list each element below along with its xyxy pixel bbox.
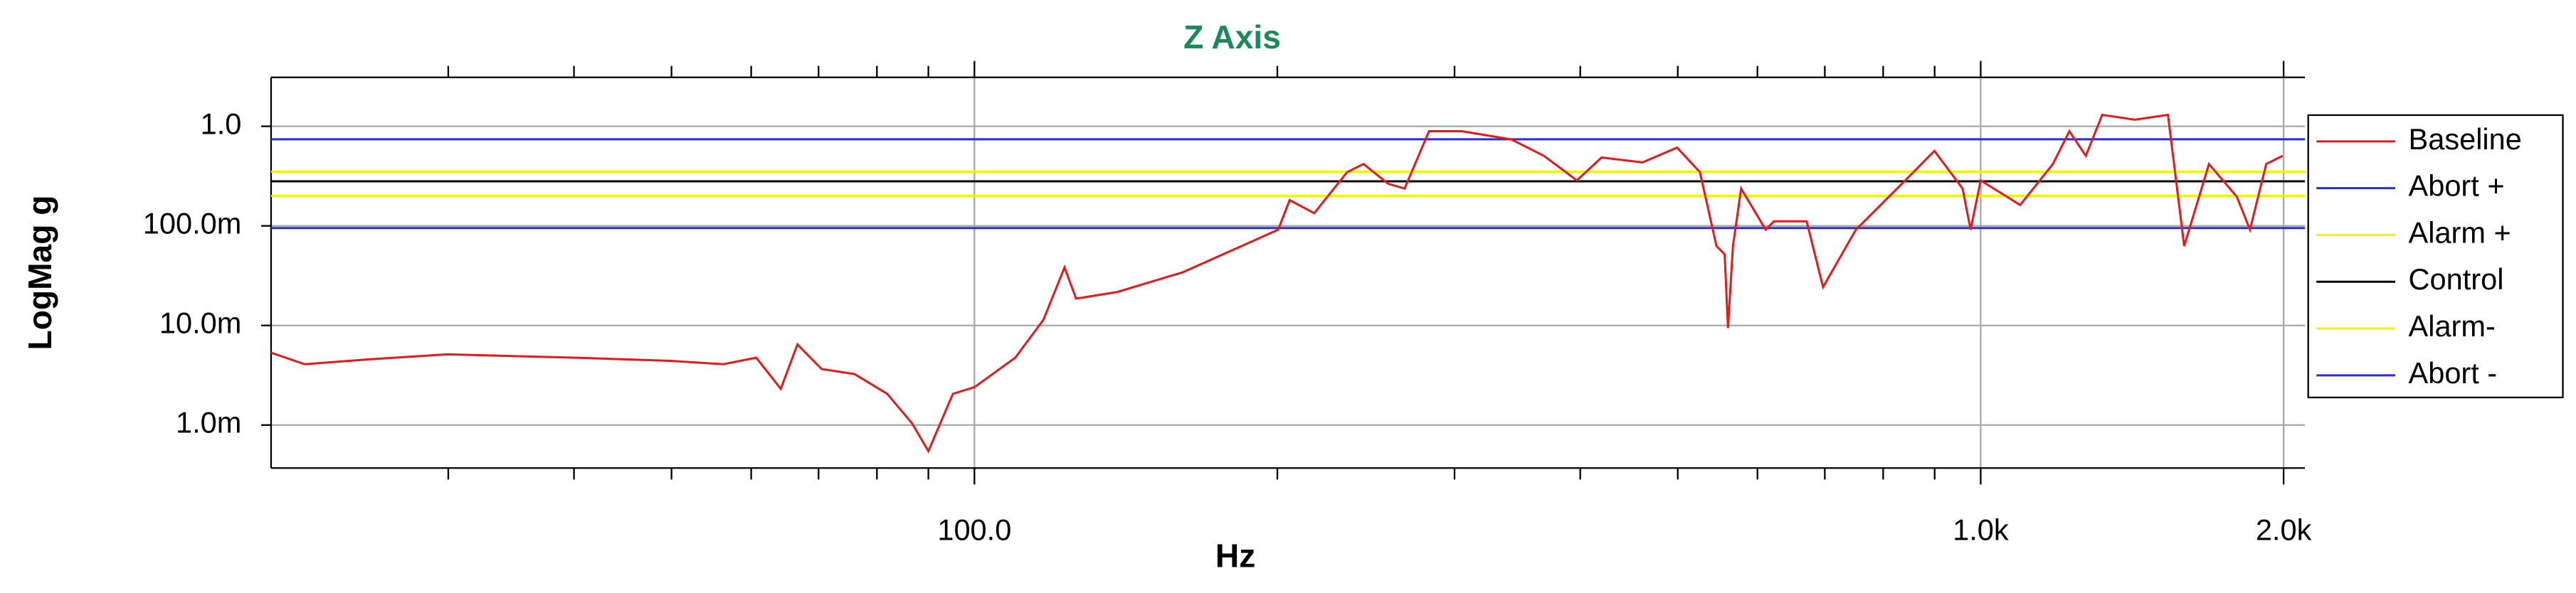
legend-label: Control (2409, 262, 2504, 296)
data-line (270, 113, 2284, 454)
legend-label: Abort - (2409, 356, 2498, 390)
legend-label: Alarm- (2409, 309, 2496, 343)
legend-label: Baseline (2409, 122, 2522, 156)
legend-label: Abort + (2409, 169, 2505, 203)
y-tick-label: 1.0m (176, 406, 241, 439)
y-tick-label: 100.0m (143, 207, 242, 240)
y-tick-label: 10.0m (159, 306, 241, 340)
x-tick-label: 100.0 (937, 513, 1011, 546)
chart-title: Z Axis (1183, 18, 1281, 55)
x-tick-label: 1.0k (1953, 513, 2009, 546)
x-tick-label: 2.0k (2256, 513, 2312, 546)
y-tick-label: 1.0 (201, 107, 242, 141)
y-axis-label: LogMag g (21, 196, 58, 351)
legend-box (2307, 114, 2564, 399)
x-axis-label: Hz (1215, 537, 1255, 574)
legend-label: Alarm + (2409, 215, 2511, 249)
